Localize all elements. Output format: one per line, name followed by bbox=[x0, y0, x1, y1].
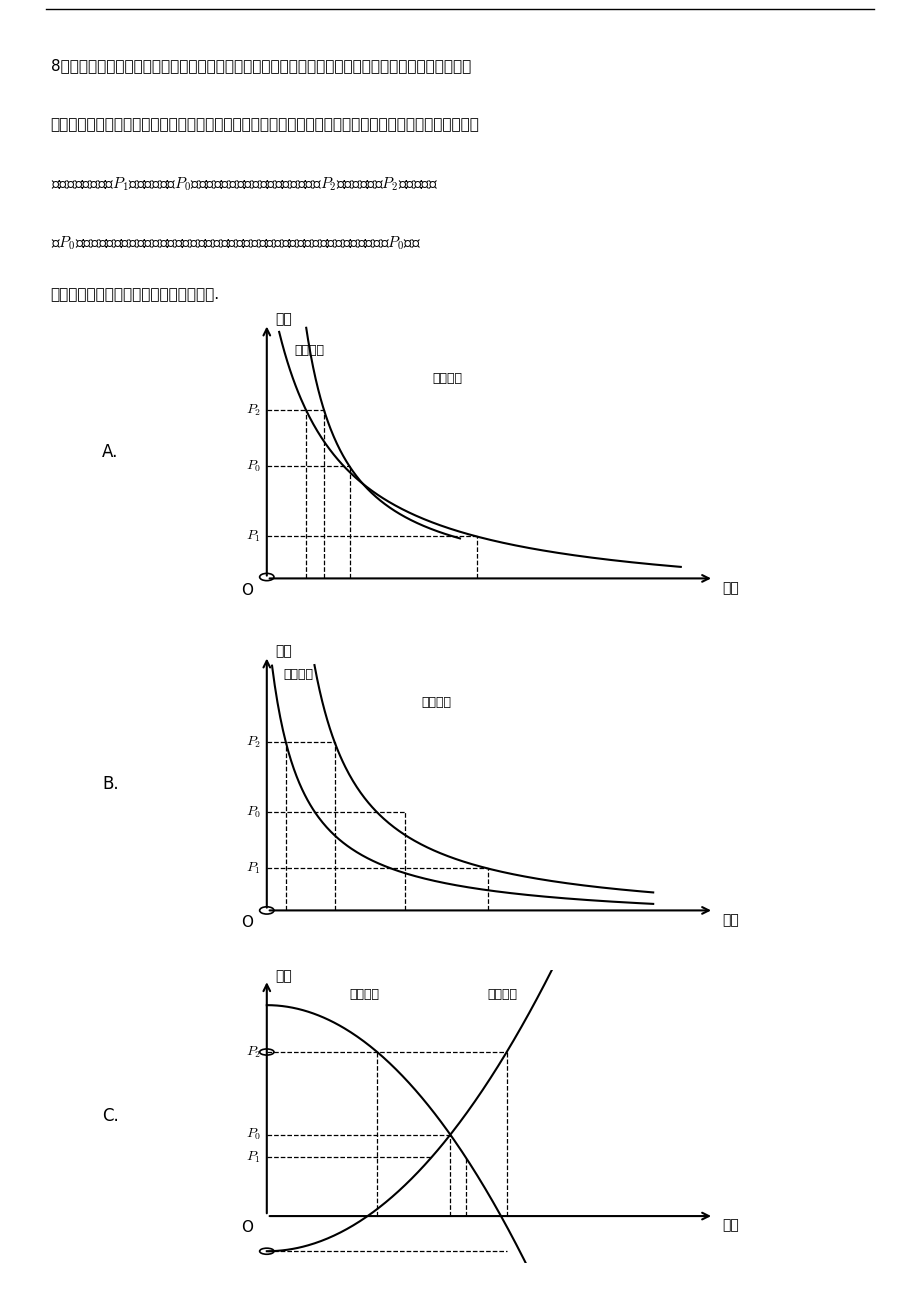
Text: O: O bbox=[241, 1220, 253, 1234]
Text: $P_2$: $P_2$ bbox=[245, 1044, 261, 1060]
Text: 供应曲线: 供应曲线 bbox=[294, 345, 324, 358]
Text: 需求曲线: 需求曲线 bbox=[349, 988, 380, 1001]
Text: 数量: 数量 bbox=[721, 913, 738, 927]
Text: $P_0$: $P_0$ bbox=[245, 805, 261, 820]
Text: 供应曲线: 供应曲线 bbox=[487, 988, 517, 1001]
Text: 格$P_0$时，供应量大于需求量，价格又会下降，价格如此波动下去，产品价格将会逐渐靠近均衡价格$P_0$。能: 格$P_0$时，供应量大于需求量，价格又会下降，价格如此波动下去，产品价格将会逐… bbox=[51, 234, 421, 253]
Text: 需求曲线: 需求曲线 bbox=[432, 372, 462, 385]
Text: 数量: 数量 bbox=[721, 581, 738, 595]
Text: A.: A. bbox=[102, 444, 119, 461]
Text: 正确表示上述供求关系的图形是（　　）.: 正确表示上述供求关系的图形是（ ）. bbox=[51, 286, 220, 302]
Text: 单价: 单价 bbox=[275, 312, 291, 327]
Text: $P_0$: $P_0$ bbox=[245, 1128, 261, 1142]
Text: C.: C. bbox=[102, 1108, 119, 1125]
Text: $P_2$: $P_2$ bbox=[245, 734, 261, 750]
Text: O: O bbox=[241, 914, 253, 930]
Text: B.: B. bbox=[102, 776, 119, 793]
Text: $P_1$: $P_1$ bbox=[246, 861, 261, 876]
Text: 量）。某类产品的市场供求关系在不受外界因素（如政府限制最高价格等）的影响下，市场会自发调解供求: 量）。某类产品的市场供求关系在不受外界因素（如政府限制最高价格等）的影响下，市场… bbox=[51, 117, 479, 133]
Text: 关系：当产品价格$P_1$低于均衡价格$P_0$时，供求量大于供应量，价格会上升为$P_2$；当产品价格$P_2$高于均衡价: 关系：当产品价格$P_1$低于均衡价格$P_0$时，供求量大于供应量，价格会上升… bbox=[51, 176, 437, 194]
Text: 单价: 单价 bbox=[275, 644, 291, 659]
Text: $P_1$: $P_1$ bbox=[246, 529, 261, 544]
Text: $P_2$: $P_2$ bbox=[245, 402, 261, 418]
Text: $P_0$: $P_0$ bbox=[245, 458, 261, 474]
Text: $P_1$: $P_1$ bbox=[246, 1150, 261, 1165]
Text: 供应曲线: 供应曲线 bbox=[421, 697, 451, 710]
Text: 需求曲线: 需求曲线 bbox=[283, 668, 313, 681]
Text: 单价: 单价 bbox=[275, 969, 291, 983]
Text: 数量: 数量 bbox=[721, 1219, 738, 1233]
Text: O: O bbox=[241, 582, 253, 598]
Text: 8．经济学家在研究供求关系时，一般用纵轴表示产品价格（自变量），而用横轴来表示产品数量（因变: 8．经济学家在研究供求关系时，一般用纵轴表示产品价格（自变量），而用横轴来表示产… bbox=[51, 59, 471, 74]
